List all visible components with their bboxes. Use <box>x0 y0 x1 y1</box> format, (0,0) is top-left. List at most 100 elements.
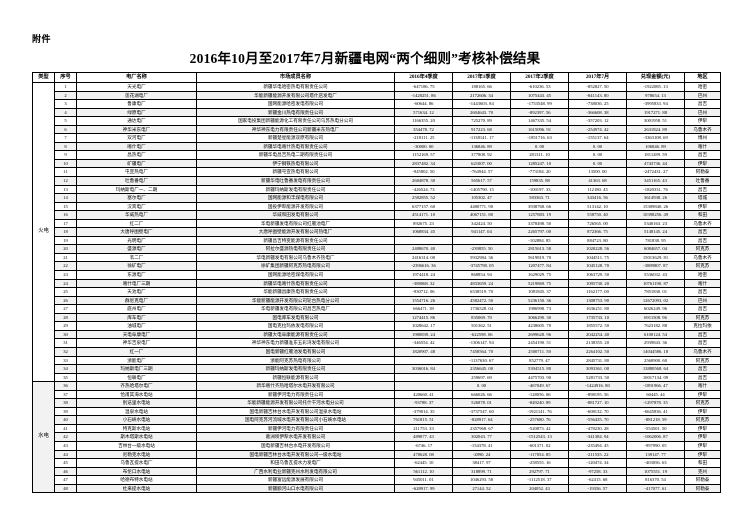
amount-jul-2017: 2264102. 50 <box>568 346 627 357</box>
row-index: 43 <box>54 440 77 451</box>
amount-total: 3001958. 51 <box>626 116 685 126</box>
member-name: 新疆金川热电有限责任公司 <box>196 107 395 118</box>
amount-jul-2017: 2845731. 80 <box>568 355 627 366</box>
plant-name: 玛纳斯电厂三期 <box>76 364 197 374</box>
table-row: 16 华威热电厂 华威和田发电有限公司 4514171. 10 4067151. 80 1… <box>32 210 721 220</box>
amount-q1-2017: 259697. 69 <box>452 372 511 383</box>
amount-total: 13880568. 64 <box>626 364 685 374</box>
region: 伊犁 <box>684 406 721 417</box>
amount-q4-2016: 761815. 51 <box>394 415 453 425</box>
table-row: 38 别迭里水电站 华能新疆能源开发有限公司托什干河水电分公司 -93788. 37 5… <box>32 398 721 408</box>
member-name: 华电新疆发电有限公司红雁池电厂 <box>196 218 395 229</box>
amount-q1-2017: -1443603. 84 <box>452 99 511 109</box>
row-index: 8 <box>54 141 77 152</box>
amount-jul-2017: -19356. 57 <box>568 483 627 494</box>
amount-q2-2017: 5219869. 75 <box>510 278 569 289</box>
member-name: 国网能源哈密发电有限公司 <box>196 99 395 109</box>
table-row: 32 红一厂 国电新疆红雁池发电有限公司 1820907. 48 7458564. 70… <box>32 346 721 357</box>
amount-total: 60445. 44 <box>626 389 685 400</box>
member-name: 新疆恒联能源有限公司 <box>196 372 395 383</box>
region: 吐鲁番 <box>684 176 721 186</box>
amount-q2-2017: -601371. 02 <box>510 440 569 451</box>
amount-jul-2017: 0. 00 <box>568 150 627 160</box>
amount-total: 816370. 54 <box>626 475 685 485</box>
plant-name: 通达电厂 <box>76 116 197 126</box>
table-row: 29 油城电厂 国电克拉玛依发电有限公司 1028642. 17 501362. 51 4… <box>33 321 721 331</box>
amount-q2-2017: 1629029. 75 <box>510 270 569 280</box>
member-name: 国电库车发电有限公司 <box>196 312 395 323</box>
member-name: 新疆华电喀什热电有限责任公司 <box>196 141 395 152</box>
amount-q1-2017: 7458564. 70 <box>452 346 511 357</box>
table-row: 10 矿疆电厂 伊宁钢铁热电有限公司 2837482. 34 621007. 00 128… <box>32 158 721 169</box>
table-row: 26 群尼克电厂 华能新疆能源开发有限公司轮台热电分公司 1554716. 26 458… <box>32 295 721 306</box>
row-index: 13 <box>54 184 77 195</box>
amount-q4-2016: 3036016. 84 <box>394 364 453 374</box>
table-row: 21 苇二厂 华电新疆发电有限公司乌鲁木齐热电厂 2416314. 00 5932984… <box>33 252 721 263</box>
amount-jul-2017: 3093361. 00 <box>568 364 627 374</box>
amount-q4-2016: 4514171. 10 <box>394 210 453 220</box>
table-header: 类型 序号 电厂名称 市场成员名称 2016年4季度 2017年1季度 2017… <box>32 72 721 83</box>
row-index: 42 <box>54 432 77 442</box>
amount-q4-2016: -218111. 25 <box>394 133 453 143</box>
plant-name: 吐鲁番电厂 <box>76 176 197 186</box>
amount-q1-2017: 2356645. 00 <box>452 364 511 374</box>
amount-jul-2017: 343416. 56 <box>568 193 627 203</box>
amount-jul-2017: 1095730. 20 <box>568 278 627 289</box>
amount-q2-2017: 159835. 88 <box>510 176 569 186</box>
table-row: 43 吉林台一级水电站 国电新疆吉林台水电开发有限公司 -6746. 17 -15437… <box>33 440 721 451</box>
plant-name: 东源电厂 <box>76 270 197 280</box>
amount-total: -6645836. 41 <box>626 406 685 417</box>
member-name: 新疆大电阜康能源有限责任公司 <box>196 329 395 340</box>
table-row: 5 通达电厂 国家电投集团新疆能源化工有限责任公司乌苏热电分公司 1166355. 2… <box>33 116 721 126</box>
amount-q1-2017: 526878. 01 <box>452 398 511 408</box>
amount-total: 3451165. 43 <box>626 176 685 186</box>
amount-total: 15309840. 26 <box>626 201 685 212</box>
amount-q4-2016: -930712. 06 <box>394 287 453 297</box>
plant-name: 乌鲁瓦提水电厂 <box>76 458 197 468</box>
region: 克州 <box>684 466 721 477</box>
member-name: 新疆玛纳斯发电有限责任公司 <box>196 364 395 374</box>
table-row: 30 天电阜康电厂 新疆大电阜康能源有限责任公司 1980839. 24 -622598… <box>32 329 721 340</box>
plant-name: 尼勒克水电站 <box>76 449 197 460</box>
amount-total: -1820331. 76 <box>626 184 685 195</box>
amount-jul-2017: -341384. 94 <box>568 432 627 442</box>
amount-q2-2017: 3066290. 30 <box>510 312 569 323</box>
member-name: 国电新疆红雁池发电有限公司 <box>196 346 395 357</box>
region: 阿克苏 <box>684 398 721 408</box>
plant-name: 库车电厂 <box>76 312 197 323</box>
member-name: 新华喀什齐热哈塔尔水电开发有限公司 <box>196 381 395 391</box>
amount-jul-2017: 726565. 00 <box>568 218 627 229</box>
table-row: 4 绿原电厂 新疆金川热电有限责任公司 571634. 12 2604643. 70 -8… <box>32 107 721 118</box>
region: 和田 <box>684 210 721 220</box>
region: 昌吉 <box>684 338 721 348</box>
region: 博州 <box>684 133 721 143</box>
amount-q2-2017: 2265797. 00 <box>510 227 569 237</box>
table-body: 火电 1 天光电厂 新疆华电哈密热电有限责任公司 -647186. 75 188165. … <box>32 81 721 494</box>
amount-total: 6084657. 04 <box>626 244 685 254</box>
amount-q4-2016: 420660. 41 <box>394 389 453 400</box>
amount-q2-2017: 204052. 43 <box>510 483 569 494</box>
region: 乌鲁木齐 <box>684 124 721 135</box>
member-name: 新疆富远能源发展有限公司 <box>196 475 395 485</box>
table-row: 7 双河电厂 新疆楚星能源双原有限公司 -218111. 25 -1138141. 17… <box>33 133 721 143</box>
amount-total: 781838. 95 <box>626 235 685 246</box>
table-row: 48 杜来提水电站 新疆额河山口水电有限公司 -628917. 99 27144. 52… <box>32 483 721 494</box>
amount-q4-2016: 1152169. 57 <box>394 150 453 160</box>
amount-jul-2017: 1308753. 90 <box>568 295 627 306</box>
amount-total: 15013629. 81 <box>626 252 685 263</box>
amount-total: -1922085. 13 <box>626 82 685 92</box>
amount-jul-2017: 884723. 80 <box>568 235 627 246</box>
table-row: 14 塞尔电厂 国网能源和丰煤电有限公司 2582855. 52 105302. 47 5… <box>32 193 721 203</box>
amount-q1-2017: -2890. 24 <box>452 449 511 460</box>
amount-q1-2017: 1736528. 04 <box>452 304 511 314</box>
amount-q1-2017: 2172606. 34 <box>452 90 511 101</box>
amount-jul-2017: -254974. 42 <box>568 124 627 135</box>
amount-jul-2017: 558750. 40 <box>568 210 627 220</box>
plant-name: 油城电厂 <box>76 321 197 331</box>
member-name: 新疆华电哈密热电有限责任公司 <box>196 82 395 92</box>
row-index: 2 <box>54 90 77 101</box>
amount-q2-2017: -610236. 53 <box>510 82 569 92</box>
plant-name: 光明电厂 <box>76 235 197 246</box>
amount-q1-2017: -239855. 50 <box>452 244 511 254</box>
column-header-jul-2017: 2017年7月 <box>568 72 627 83</box>
